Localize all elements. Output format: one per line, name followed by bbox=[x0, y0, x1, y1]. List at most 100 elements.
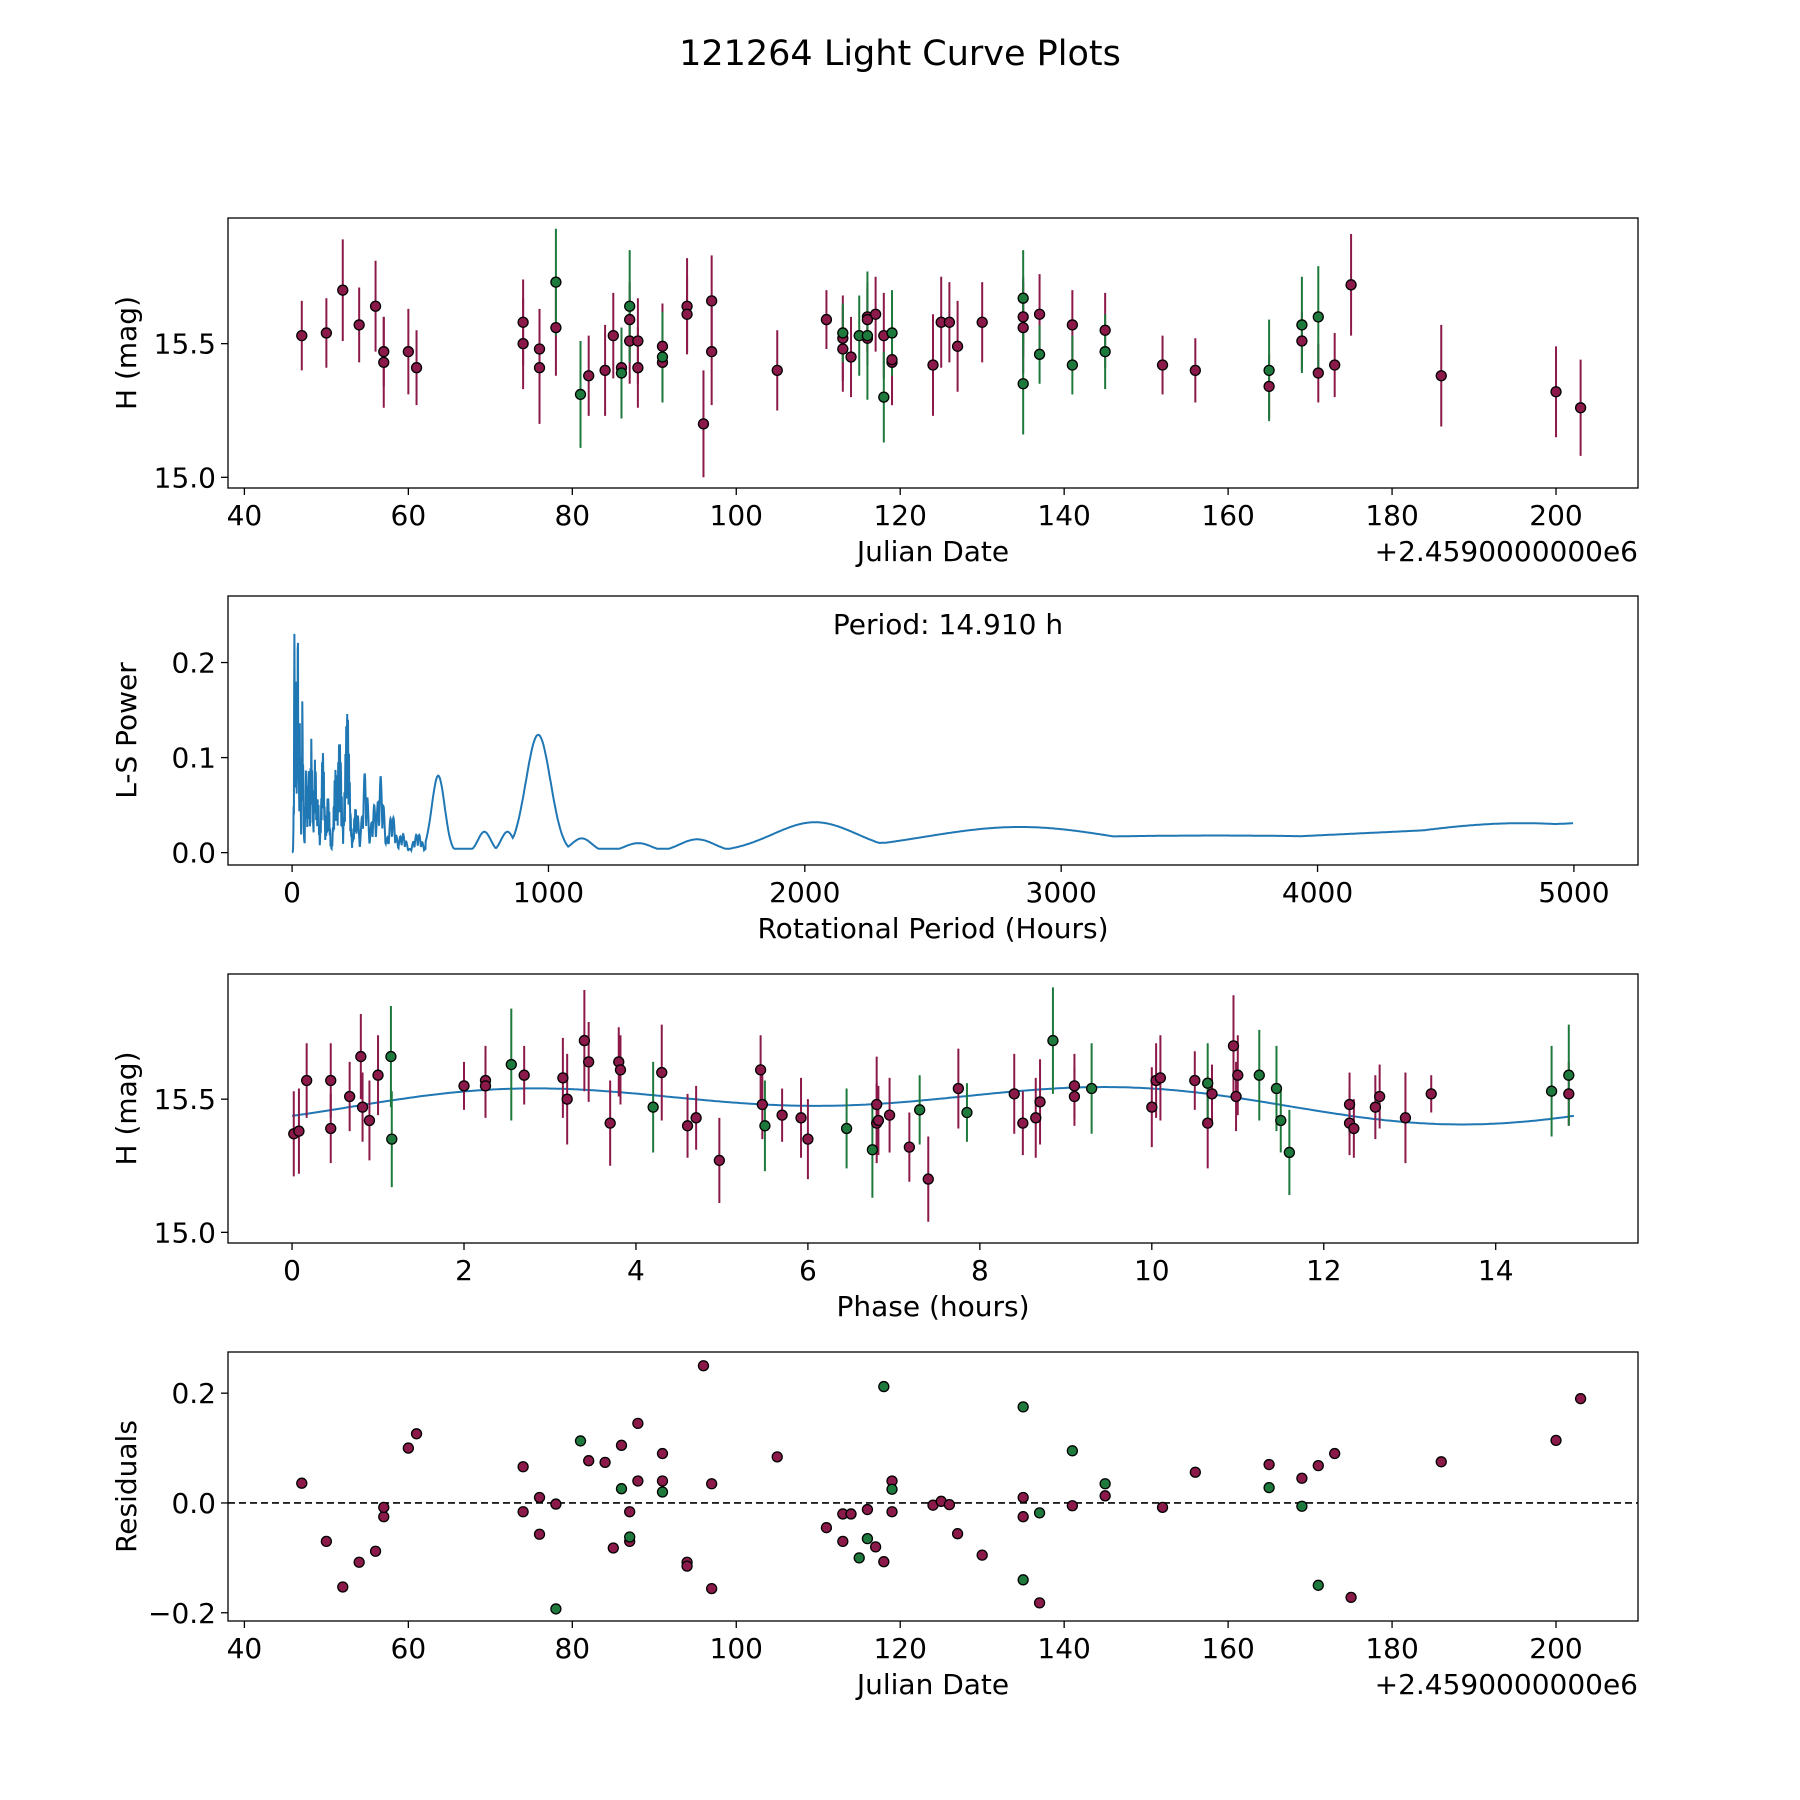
periodogram-x-tick-label: 0 bbox=[283, 876, 301, 909]
residuals-green-point bbox=[861, 1533, 874, 1545]
residuals-magenta-point bbox=[1189, 1466, 1201, 1478]
light-curve-x-axis-label: Julian Date bbox=[855, 535, 1009, 568]
residuals-magenta-point bbox=[402, 1442, 414, 1454]
phase-fold-magenta-point bbox=[372, 1069, 384, 1081]
periodogram-period-annotation: Period: 14.910 h bbox=[833, 608, 1063, 641]
periodogram-y-tick-label: 0.2 bbox=[171, 647, 216, 680]
phase-fold-magenta-point bbox=[518, 1069, 530, 1081]
light-curve-magenta-point bbox=[410, 362, 423, 374]
phase-fold-magenta-point bbox=[1227, 1040, 1240, 1052]
light-curve-magenta-point bbox=[845, 351, 857, 363]
periodogram-x-tick-label: 4000 bbox=[1282, 876, 1353, 909]
residuals-panel: 40 60 80 100 120 140 160 180 200 −0.2 0.0 0.2 Julian… bbox=[110, 1351, 1639, 1701]
periodogram-axes-frame bbox=[227, 595, 1639, 866]
light-curve-magenta-point bbox=[1296, 335, 1308, 347]
residuals-magenta-point bbox=[1550, 1434, 1562, 1447]
phase-fold-magenta-point bbox=[690, 1112, 702, 1124]
phase-fold-magenta-point bbox=[604, 1117, 616, 1129]
phase-fold-magenta-point bbox=[903, 1141, 916, 1153]
residuals-magenta-point bbox=[296, 1477, 308, 1489]
phase-fold-green-point bbox=[385, 1050, 397, 1063]
light-curve-magenta-point bbox=[869, 308, 882, 320]
periodogram-y-axis-label: L-S Power bbox=[110, 662, 143, 799]
periodogram-y-tick-label: 0.1 bbox=[171, 742, 216, 775]
light-curve-x-tick-label: 120 bbox=[873, 499, 926, 532]
phase-fold-magenta-point bbox=[1017, 1117, 1029, 1129]
light-curve-y-tick-label: 15.5 bbox=[154, 328, 216, 361]
figure-title: 121264 Light Curve Plots bbox=[679, 34, 1121, 74]
phase-fold-magenta-point bbox=[1563, 1088, 1575, 1100]
phase-fold-x-tick-label: 10 bbox=[1134, 1254, 1170, 1287]
residuals-magenta-point bbox=[583, 1455, 595, 1467]
light-curve-green-point bbox=[878, 391, 890, 403]
light-curve-magenta-point bbox=[632, 335, 644, 347]
phase-fold-y-tick-label: 15.5 bbox=[154, 1083, 216, 1116]
light-curve-magenta-point bbox=[1329, 359, 1341, 371]
residuals-magenta-point bbox=[706, 1582, 718, 1595]
residuals-green-point bbox=[574, 1435, 587, 1447]
residuals-green-point bbox=[853, 1552, 865, 1564]
residuals-green-point bbox=[1296, 1500, 1308, 1512]
light-curve-magenta-point bbox=[927, 359, 939, 371]
residuals-magenta-point bbox=[706, 1478, 718, 1490]
residuals-magenta-point bbox=[517, 1506, 529, 1518]
phase-fold-x-tick-label: 12 bbox=[1306, 1254, 1342, 1287]
light-curve-magenta-point bbox=[706, 346, 718, 358]
light-curve-green-point bbox=[615, 367, 628, 379]
periodogram-x-axis-label: Rotational Period (Hours) bbox=[757, 912, 1108, 945]
light-curve-magenta-point bbox=[1017, 321, 1029, 334]
light-curve-magenta-point bbox=[1263, 380, 1275, 393]
residuals-magenta-point bbox=[624, 1506, 636, 1518]
phase-fold-magenta-point bbox=[1399, 1112, 1412, 1124]
residuals-magenta-point bbox=[951, 1528, 964, 1540]
residuals-x-tick-label: 180 bbox=[1365, 1632, 1418, 1665]
light-curve-axes-frame bbox=[227, 217, 1639, 489]
phase-fold-magenta-point bbox=[922, 1173, 934, 1185]
phase-fold-x-tick-label: 14 bbox=[1478, 1254, 1514, 1287]
residuals-magenta-point bbox=[599, 1456, 611, 1468]
light-curve-x-tick-label: 200 bbox=[1529, 499, 1582, 532]
residuals-offset-label: +2.4590000000e6 bbox=[1375, 1668, 1638, 1701]
residuals-magenta-point bbox=[878, 1556, 890, 1568]
residuals-magenta-point bbox=[337, 1581, 349, 1593]
light-curve-magenta-point bbox=[976, 316, 988, 328]
phase-fold-y-axis-label: H (mag) bbox=[110, 1051, 143, 1165]
light-curve-green-point bbox=[837, 327, 849, 339]
light-curve-magenta-point bbox=[517, 337, 529, 350]
residuals-magenta-point bbox=[697, 1360, 710, 1372]
phase-fold-magenta-point bbox=[363, 1114, 376, 1127]
residuals-magenta-point bbox=[845, 1508, 857, 1520]
residuals-magenta-point bbox=[353, 1556, 365, 1568]
phase-fold-green-point bbox=[1545, 1085, 1558, 1097]
residuals-green-point bbox=[1066, 1445, 1079, 1457]
phase-fold-magenta-point bbox=[355, 1050, 367, 1063]
light-curve-magenta-point bbox=[632, 362, 644, 374]
residuals-y-tick-label: 0.0 bbox=[171, 1487, 216, 1520]
light-curve-x-tick-label: 100 bbox=[710, 499, 763, 532]
phase-fold-green-point bbox=[914, 1104, 926, 1116]
light-curve-magenta-point bbox=[378, 356, 390, 369]
phase-fold-green-point bbox=[505, 1058, 517, 1071]
phase-fold-magenta-point bbox=[1189, 1074, 1201, 1087]
phase-fold-green-point bbox=[1270, 1082, 1283, 1095]
residuals-magenta-point bbox=[632, 1417, 644, 1430]
light-curve-magenta-point bbox=[533, 343, 546, 355]
phase-fold-magenta-point bbox=[356, 1101, 369, 1113]
light-curve-y-tick-label: 15.0 bbox=[154, 461, 216, 494]
light-curve-magenta-point bbox=[517, 316, 529, 328]
phase-fold-magenta-point bbox=[458, 1080, 470, 1092]
light-curve-green-point bbox=[1296, 319, 1308, 331]
residuals-magenta-point bbox=[607, 1542, 619, 1554]
phase-fold-magenta-point bbox=[1008, 1088, 1020, 1100]
phase-fold-magenta-point bbox=[871, 1098, 883, 1111]
light-curve-magenta-point bbox=[861, 313, 874, 326]
light-curve-green-point bbox=[656, 351, 669, 363]
residuals-magenta-point bbox=[517, 1461, 529, 1473]
light-curve-magenta-point bbox=[378, 346, 390, 358]
residuals-magenta-point bbox=[378, 1501, 390, 1514]
phase-fold-green-point bbox=[1202, 1077, 1214, 1089]
light-curve-magenta-point bbox=[1099, 324, 1111, 336]
residuals-green-point bbox=[1312, 1579, 1324, 1591]
